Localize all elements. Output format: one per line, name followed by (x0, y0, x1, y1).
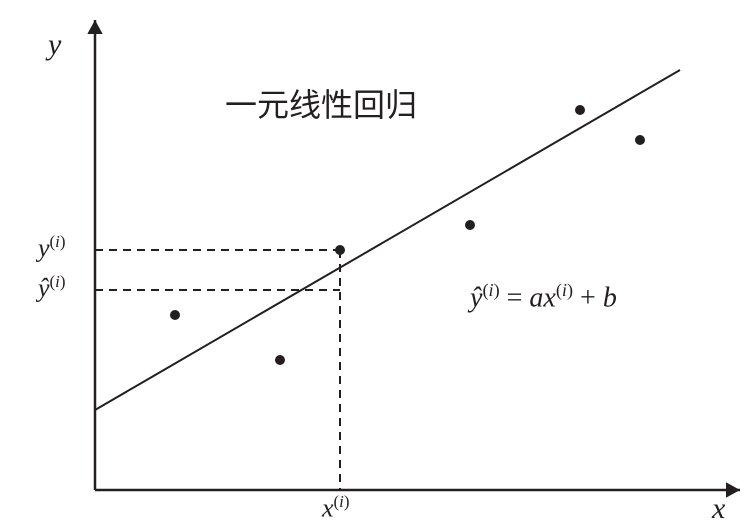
yhat-label: ŷ(i) (38, 272, 66, 304)
equation-label: ŷ(i) = ax(i) + b (470, 280, 617, 314)
linear-regression-chart: 一元线性回归 y x y(i) ŷ(i) x(i) ŷ(i) = ax(i) +… (0, 0, 753, 531)
y-axis-label: y (48, 28, 61, 62)
yi-label: y(i) (38, 232, 66, 264)
chart-title: 一元线性回归 (225, 80, 417, 126)
xi-label: x(i) (322, 492, 350, 524)
x-axis-label: x (712, 492, 725, 526)
